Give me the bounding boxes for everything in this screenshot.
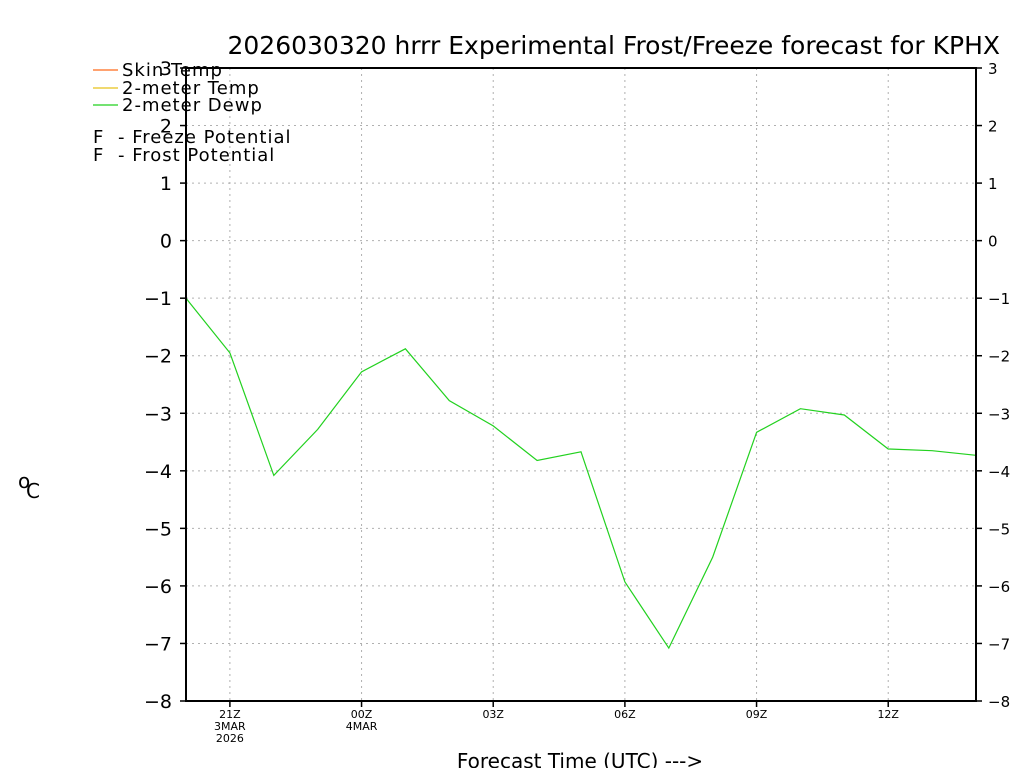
y-tick-label-right: −1 [988, 290, 1010, 308]
legend-label-2m-dewp: 2-meter Dewp [122, 95, 263, 116]
x-tick-label: 03Z [482, 708, 504, 721]
x-tick-label: 2026 [216, 732, 244, 745]
series-lines [185, 297, 977, 650]
y-tick-label-right: −4 [988, 463, 1010, 481]
frost-potential-marker: F [93, 145, 104, 166]
y-tick-label-right: −5 [988, 520, 1010, 538]
y-tick-label-left: 3 [160, 58, 172, 80]
y-tick-label-left: 0 [160, 231, 172, 253]
chart-title: 2026030320 hrrr Experimental Frost/Freez… [227, 31, 1000, 60]
legend-label-skin-temp: Skin Temp [122, 60, 223, 81]
x-tick-label: 3MAR [214, 720, 246, 733]
y-tick-label-right: −2 [988, 348, 1010, 366]
y-tick-label-right: −6 [988, 578, 1010, 596]
y-tick-label-right: −7 [988, 635, 1010, 653]
y-tick-label-left: 1 [160, 173, 172, 195]
y-tick-label-right: −8 [988, 693, 1010, 711]
gridlines [186, 68, 976, 701]
x-tick-label: 21Z [219, 708, 241, 721]
series-line-2-meter-dewp [185, 297, 977, 650]
y-tick-label-right: 3 [988, 60, 998, 78]
x-tick-label: 00Z [351, 708, 373, 721]
y-axis-label-degree: o [18, 469, 30, 493]
freeze-potential-marker: F [93, 127, 104, 148]
frost-potential-label: - Frost Potential [118, 145, 275, 166]
x-tick-label: 09Z [746, 708, 768, 721]
y-tick-label-left: −5 [144, 518, 172, 540]
y-tick-label-right: 2 [988, 118, 998, 136]
legend-label-2m-temp: 2-meter Temp [122, 78, 260, 99]
x-tick-label: 06Z [614, 708, 636, 721]
y-tick-label-right: 0 [988, 233, 998, 251]
x-tick-label: 12Z [877, 708, 899, 721]
x-axis-label: Forecast Time (UTC) ---> [457, 749, 703, 768]
y-tick-label-left: 2 [160, 116, 172, 138]
y-tick-label-left: −8 [144, 691, 172, 713]
y-tick-label-left: −6 [144, 576, 172, 598]
y-axis-label: o C [18, 469, 40, 503]
y-axis-label-unit: C [26, 479, 40, 503]
x-tick-label: 4MAR [346, 720, 378, 733]
y-tick-label-left: −1 [144, 288, 172, 310]
y-tick-label-left: −3 [144, 403, 172, 425]
y-tick-label-left: −2 [144, 346, 172, 368]
y-tick-label-left: −7 [144, 633, 172, 655]
legend: Skin Temp 2-meter Temp 2-meter Dewp F - … [93, 60, 292, 166]
y-tick-label-right: 1 [988, 175, 998, 193]
plot-frame [185, 67, 977, 702]
y-tick-label-right: −3 [988, 405, 1010, 423]
freeze-potential-label: - Freeze Potential [118, 127, 292, 148]
y-axis-ticks: 3 3 2 2 1 1 0 0 −1 −1 −2 −2 −3 −3 −4 −4 −5 −5 −6 −6 −7 −7 −8 −8 [144, 58, 1010, 713]
y-tick-label-left: −4 [144, 461, 172, 483]
